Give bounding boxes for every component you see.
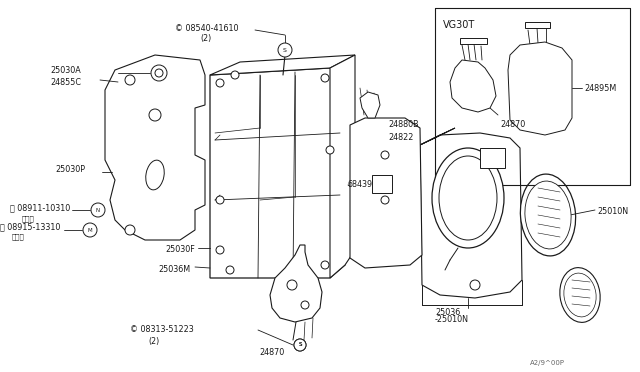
Text: 24895M: 24895M [584, 84, 616, 93]
Text: N: N [96, 208, 100, 212]
Text: Ⓝ 08911-10310: Ⓝ 08911-10310 [10, 203, 70, 212]
Circle shape [381, 151, 389, 159]
Polygon shape [460, 38, 487, 44]
Polygon shape [420, 133, 522, 298]
Circle shape [151, 65, 167, 81]
Text: 25010N: 25010N [597, 207, 628, 216]
Text: © 08313-51223: © 08313-51223 [130, 325, 194, 334]
Polygon shape [210, 55, 355, 75]
Circle shape [278, 43, 292, 57]
Polygon shape [450, 60, 496, 112]
Ellipse shape [432, 148, 504, 248]
Polygon shape [210, 68, 345, 278]
Circle shape [216, 196, 224, 204]
Text: 24870: 24870 [500, 120, 525, 129]
Polygon shape [360, 92, 380, 118]
Text: （４）: （４） [22, 215, 35, 222]
Circle shape [321, 74, 329, 82]
Polygon shape [105, 55, 205, 240]
Text: S: S [298, 343, 301, 347]
Text: 25030F: 25030F [165, 245, 195, 254]
Circle shape [226, 266, 234, 274]
Circle shape [216, 246, 224, 254]
Text: 24880B: 24880B [388, 120, 419, 129]
Text: 25030P: 25030P [55, 165, 85, 174]
Circle shape [294, 339, 306, 351]
Ellipse shape [146, 160, 164, 190]
Text: A2/9^00P: A2/9^00P [530, 360, 565, 366]
Text: S: S [298, 343, 301, 347]
Circle shape [149, 109, 161, 121]
Circle shape [83, 223, 97, 237]
Ellipse shape [520, 174, 575, 256]
Circle shape [125, 75, 135, 85]
Circle shape [294, 339, 306, 351]
Text: Ⓜ 08915-13310: Ⓜ 08915-13310 [0, 222, 60, 231]
Text: 25030A: 25030A [50, 66, 81, 75]
Ellipse shape [525, 181, 571, 249]
Polygon shape [270, 245, 322, 322]
Polygon shape [330, 55, 355, 278]
Circle shape [301, 301, 309, 309]
Polygon shape [508, 42, 572, 135]
Circle shape [125, 225, 135, 235]
Text: 24870: 24870 [259, 348, 285, 357]
Circle shape [287, 280, 297, 290]
Circle shape [321, 261, 329, 269]
Text: S: S [283, 48, 287, 52]
Polygon shape [525, 22, 550, 28]
Ellipse shape [564, 273, 596, 317]
Circle shape [279, 44, 291, 56]
Text: 24822: 24822 [388, 133, 413, 142]
Circle shape [231, 71, 239, 79]
Text: 25036: 25036 [435, 308, 461, 317]
Bar [372, 175, 392, 193]
Ellipse shape [439, 156, 497, 240]
Circle shape [381, 196, 389, 204]
Text: 68439Y: 68439Y [348, 180, 378, 189]
Polygon shape [350, 118, 422, 268]
Circle shape [155, 69, 163, 77]
Circle shape [216, 79, 224, 87]
Circle shape [91, 203, 105, 217]
Text: © 08540-41610: © 08540-41610 [175, 24, 239, 33]
Polygon shape [420, 128, 455, 145]
Circle shape [470, 280, 480, 290]
Text: 25036M: 25036M [158, 265, 190, 274]
Text: M: M [88, 228, 92, 232]
Text: VG30T: VG30T [443, 20, 476, 30]
Text: (2): (2) [148, 337, 159, 346]
Text: (2): (2) [200, 34, 211, 43]
Circle shape [326, 146, 334, 154]
Bar [480, 148, 505, 168]
Ellipse shape [560, 267, 600, 323]
Text: -25010N: -25010N [435, 315, 469, 324]
Text: 24855C: 24855C [50, 78, 81, 87]
Text: （４）: （４） [12, 233, 25, 240]
